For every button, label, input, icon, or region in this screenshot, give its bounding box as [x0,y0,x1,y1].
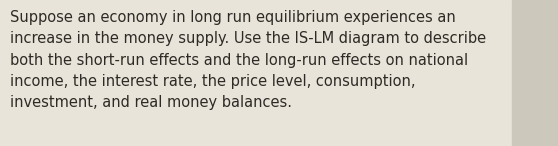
Text: Suppose an economy in long run equilibrium experiences an
increase in the money : Suppose an economy in long run equilibri… [10,10,486,110]
Bar [512,0,558,146]
